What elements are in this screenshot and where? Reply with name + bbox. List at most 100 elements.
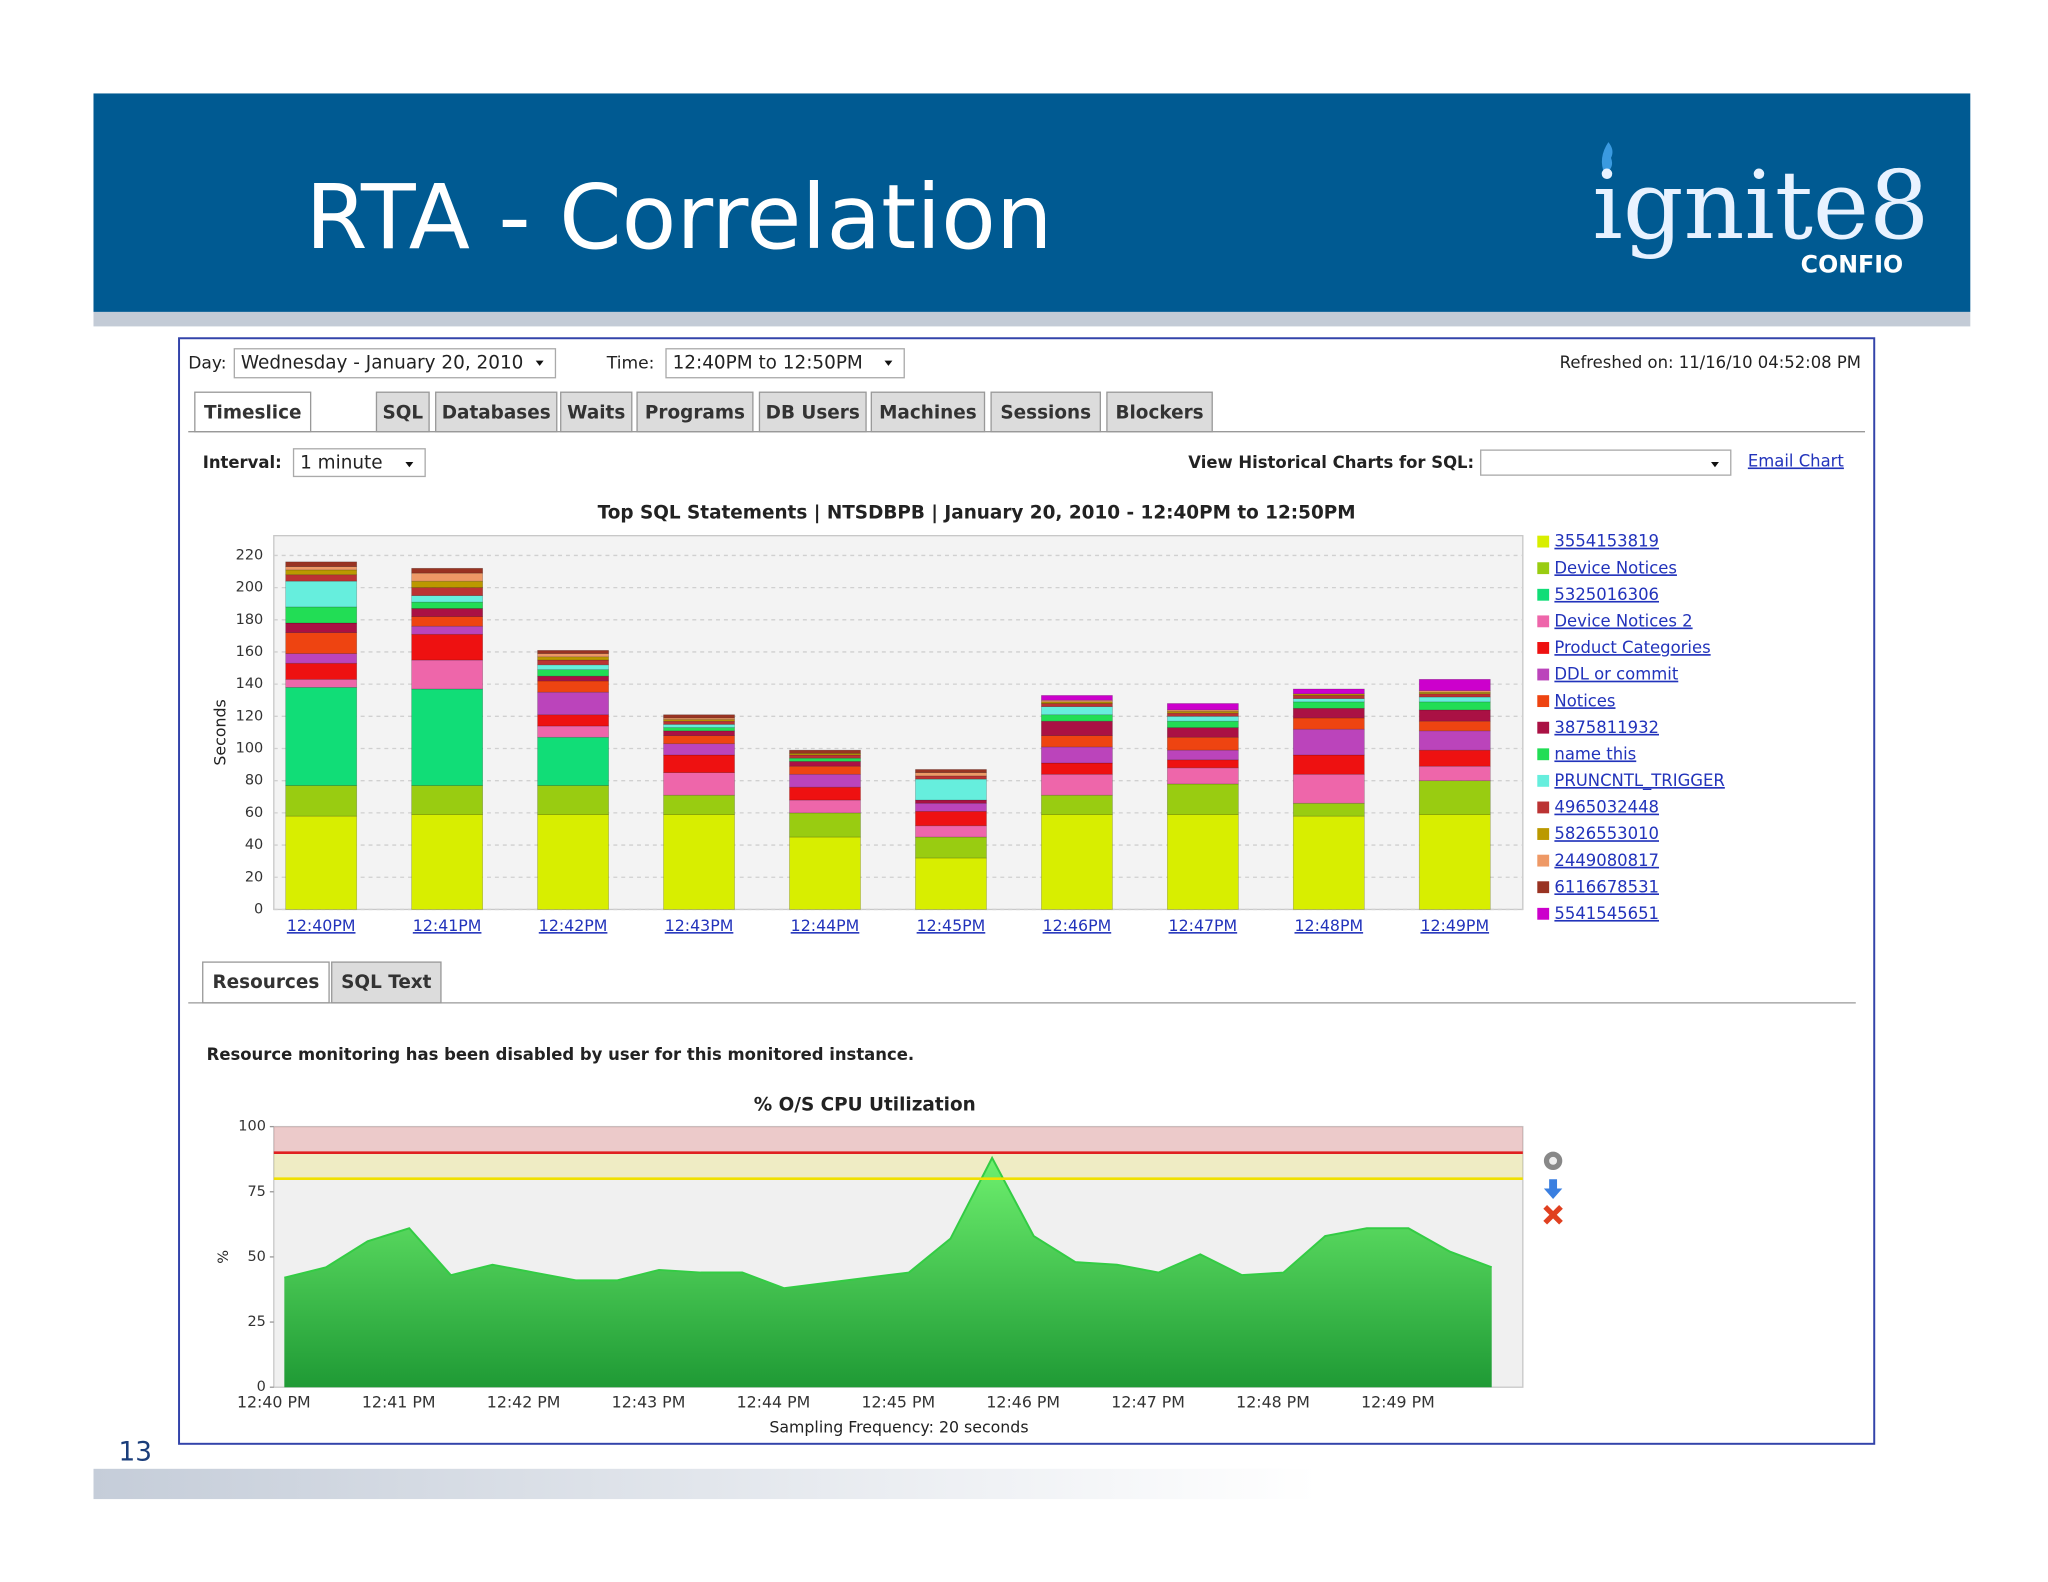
- bar-segment: [1292, 815, 1365, 910]
- x-tick-label: 12:49 PM: [1361, 1393, 1435, 1412]
- y-tick-label: 180: [236, 612, 264, 628]
- bar-segment: [1041, 814, 1113, 910]
- bar-segment: [411, 567, 484, 574]
- legend-swatch: [1537, 828, 1550, 840]
- area-line: [284, 1155, 1493, 1290]
- bar-segment: [1292, 688, 1365, 695]
- x-tick-label: 12:40 PM: [237, 1393, 311, 1412]
- tab[interactable]: [636, 391, 754, 433]
- bar-segment: [411, 688, 484, 786]
- legend-swatch: [1537, 854, 1550, 867]
- legend-swatch: [1537, 907, 1550, 920]
- bar-segment: [663, 727, 735, 732]
- tab[interactable]: [375, 391, 430, 433]
- bar-segment: [1166, 814, 1239, 910]
- subtab[interactable]: [331, 961, 442, 1004]
- bar-segment: [537, 714, 609, 727]
- legend-label[interactable]: 5826553010: [1554, 824, 1659, 843]
- bar-segment: [285, 561, 358, 568]
- time-select[interactable]: [665, 348, 905, 379]
- x-tick-label[interactable]: 12:40PM: [287, 916, 356, 935]
- legend-label[interactable]: Notices: [1554, 691, 1615, 710]
- bar-segment: [1166, 767, 1239, 785]
- bar-segment: [915, 810, 987, 827]
- slide-title: RTA - Correlation: [305, 166, 1052, 270]
- bar-segment: [1418, 814, 1491, 910]
- bar-segment: [663, 717, 735, 720]
- bar-segment: [1166, 749, 1239, 761]
- x-tick-label[interactable]: 12:46PM: [1043, 916, 1112, 935]
- bar-segment: [789, 754, 861, 759]
- x-tick-label[interactable]: 12:47PM: [1169, 916, 1238, 935]
- bar-segment: [1166, 703, 1239, 711]
- legend-label[interactable]: PRUNCNTL_TRIGGER: [1554, 771, 1724, 791]
- tab-label: Sessions: [1000, 402, 1091, 423]
- bar-segment: [1418, 730, 1491, 751]
- bar-segment: [1166, 727, 1239, 738]
- legend-label[interactable]: DDL or commit: [1554, 665, 1678, 684]
- x-tick-label: 12:45 PM: [861, 1393, 935, 1412]
- subtab[interactable]: [202, 961, 330, 1004]
- day-select[interactable]: [233, 348, 557, 379]
- dropdown-arrow: [1711, 461, 1719, 468]
- legend-label[interactable]: 3875811932: [1554, 718, 1659, 737]
- legend-label[interactable]: name this: [1554, 744, 1636, 763]
- x-tick-label[interactable]: 12:48PM: [1295, 916, 1364, 935]
- interval-label: Interval:: [203, 453, 282, 472]
- legend-label[interactable]: Device Notices: [1554, 558, 1677, 577]
- legend-label[interactable]: 6116678531: [1554, 877, 1659, 896]
- tab-label: DB Users: [766, 402, 860, 423]
- x-tick-label[interactable]: 12:45PM: [917, 916, 986, 935]
- bar-segment: [1041, 720, 1113, 736]
- bar-segment: [1418, 780, 1491, 815]
- y-tick-label: 0: [257, 1379, 266, 1395]
- x-tick-label[interactable]: 12:49PM: [1420, 916, 1489, 935]
- tab[interactable]: [1106, 391, 1213, 433]
- legend-swatch: [1537, 801, 1550, 814]
- bar-segment: [1166, 736, 1239, 751]
- legend-label[interactable]: Device Notices 2: [1554, 612, 1692, 631]
- bar-segment: [663, 794, 735, 815]
- bar-segment: [285, 653, 358, 664]
- x-tick-label[interactable]: 12:44PM: [791, 916, 860, 935]
- bar-segment: [1418, 701, 1491, 711]
- legend-label[interactable]: 5325016306: [1554, 585, 1659, 604]
- bar-segment: [285, 687, 358, 786]
- legend-label[interactable]: 5541545651: [1554, 904, 1659, 923]
- area-fill: [284, 1157, 1492, 1388]
- tab[interactable]: [758, 391, 867, 433]
- bar-segment: [285, 622, 358, 633]
- bar-segment: [411, 785, 484, 815]
- email-chart-link[interactable]: Email Chart: [1748, 451, 1845, 470]
- interval-select[interactable]: [292, 448, 426, 478]
- tab[interactable]: [194, 391, 312, 433]
- legend-label[interactable]: Product Categories: [1554, 638, 1710, 657]
- x-tick-label[interactable]: 12:42PM: [539, 916, 608, 935]
- bar-segment: [537, 675, 609, 682]
- tab[interactable]: [990, 391, 1101, 433]
- sql-select[interactable]: [1480, 449, 1732, 476]
- day-label: Day:: [188, 353, 226, 373]
- y-tick-label: 100: [236, 741, 264, 757]
- y-tick-label: 140: [236, 676, 264, 692]
- gear-icon[interactable]: [1543, 1151, 1563, 1171]
- download-icon[interactable]: [1543, 1179, 1563, 1200]
- bar-segment: [285, 662, 358, 680]
- bar-segment: [1041, 762, 1113, 775]
- legend-label[interactable]: 3554153819: [1554, 532, 1659, 551]
- x-tick-label[interactable]: 12:43PM: [665, 916, 734, 935]
- logo-flame: [1601, 142, 1613, 174]
- x-tick-label[interactable]: 12:41PM: [413, 916, 482, 935]
- tab[interactable]: [435, 391, 558, 433]
- legend-label[interactable]: 2449080817: [1554, 851, 1659, 870]
- bar-segment: [663, 720, 735, 725]
- legend-label[interactable]: 4965032448: [1554, 798, 1659, 817]
- bar-segment: [1292, 698, 1365, 703]
- chart-title: Top SQL Statements | NTSDBPB | January 2…: [598, 502, 1356, 523]
- y-tick-label: 0: [254, 901, 263, 917]
- x-tick-label: 12:43 PM: [612, 1393, 686, 1412]
- bar-segment: [1292, 717, 1365, 730]
- bar-segment: [915, 799, 987, 804]
- tab[interactable]: [560, 391, 633, 433]
- close-icon[interactable]: [1543, 1205, 1563, 1225]
